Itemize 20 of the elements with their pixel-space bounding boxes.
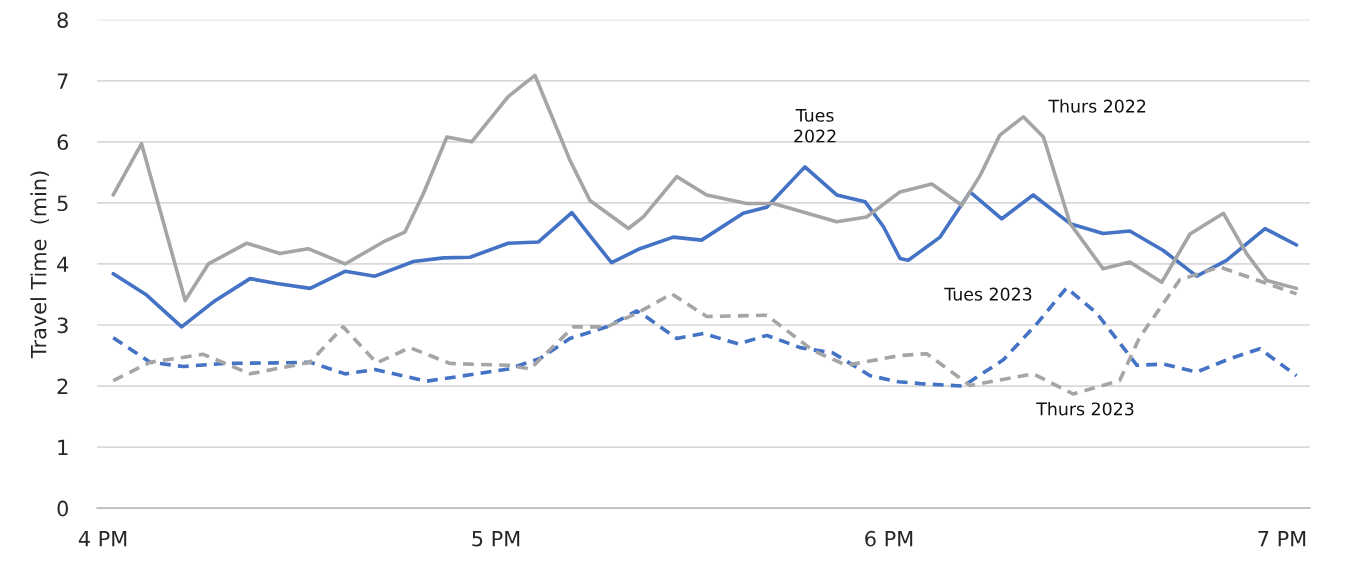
y-tick-label: 8 (57, 12, 68, 28)
y-tick-label: 6 (57, 134, 69, 151)
series-label: Thurs 2023 (1036, 402, 1134, 416)
y-tick-label: 1 (58, 439, 68, 456)
x-tick-label: 4 PM (78, 531, 127, 547)
y-tick-label: 0 (57, 500, 68, 517)
y-tick-label: 4 (57, 256, 69, 272)
y-tick-label: 5 (57, 195, 68, 212)
y-tick-label: 3 (57, 317, 68, 334)
y-tick-label: 2 (57, 378, 68, 394)
line-series (111, 285, 1299, 388)
y-axis-title: Travel Time (min) (30, 171, 49, 359)
series-label: Tues 2023 (944, 287, 1032, 301)
x-tick-label: 6 PM (865, 530, 913, 547)
x-tick-label: 7 PM (1258, 531, 1306, 547)
series-label: Thurs 2022 (1048, 99, 1146, 113)
line-series (111, 165, 1299, 329)
x-tick-label: 5 PM (472, 531, 520, 547)
series-label: Tues 2022 (794, 108, 836, 143)
y-tick-label: 7 (57, 73, 68, 89)
